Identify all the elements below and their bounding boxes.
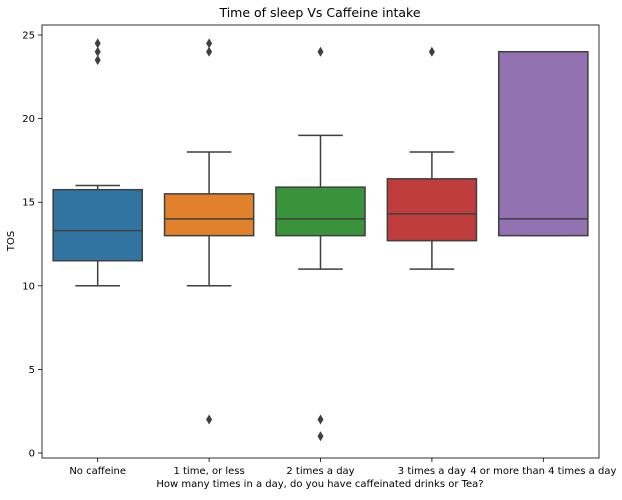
y-tick-label: 15 [22,198,35,209]
box [52,188,144,262]
y-tick-label: 10 [22,281,35,292]
x-tick-label: 3 times a day [398,466,466,477]
outlier-point [317,414,324,425]
outlier-point [206,414,213,425]
x-tick-label: 4 or more than 4 times a day [470,466,616,477]
y-tick-label: 25 [22,31,35,42]
outlier-point [94,46,101,57]
box [497,50,589,237]
outlier-point [94,38,101,49]
outlier-point [317,431,324,442]
box [386,178,478,242]
outlier-point [206,46,213,57]
x-axis-label: How many times in a day, do you have caf… [156,479,483,490]
box [163,193,255,237]
outlier-point [94,55,101,66]
y-tick-label: 5 [29,365,35,376]
box [275,186,366,237]
plot-frame [41,24,600,459]
x-tick-label: No caffeine [69,466,126,477]
y-axis-label: TOS [6,231,17,252]
x-tick-label: 2 times a day [286,466,354,477]
plot-area: No caffeine 1 time, or less 2 times a day 3… [22,24,616,477]
outlier-point [428,46,435,57]
chart-title: Time of sleep Vs Caffeine intake [218,5,420,20]
outlier-point [317,46,324,57]
outlier-point [206,38,213,49]
x-tick-label: 1 time, or less [173,466,244,477]
y-tick-label: 20 [22,114,35,125]
y-tick-label: 0 [29,448,35,459]
